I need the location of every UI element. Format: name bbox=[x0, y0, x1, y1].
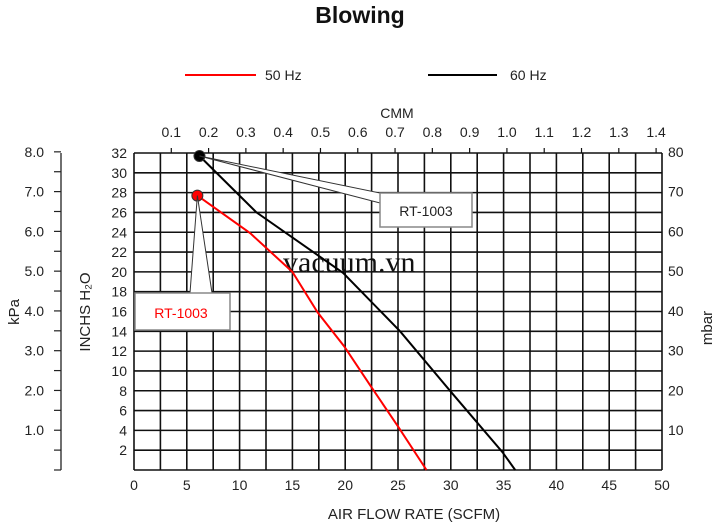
y-tick-label: 14 bbox=[111, 323, 127, 339]
legend-label-50hz: 50 Hz bbox=[265, 67, 302, 83]
y-tick-label: 10 bbox=[111, 363, 127, 379]
axes: 0 5 10 15 20 25 30 35 40 45 50 0.1 0.2 0.3 0.4 0.5 0.6 0.… bbox=[25, 124, 684, 493]
y-tick-label: 6 bbox=[119, 403, 127, 419]
kpa-tick-label: 4.0 bbox=[25, 303, 45, 319]
mbar-tick-label: 40 bbox=[668, 303, 684, 319]
y-tick-label: 4 bbox=[119, 422, 127, 438]
x2-tick-label: 0.5 bbox=[311, 124, 331, 140]
x2-tick-label: 0.3 bbox=[236, 124, 256, 140]
mbar-tick-label: 20 bbox=[668, 382, 684, 398]
callouts: RT-1003 RT-1003 bbox=[134, 155, 473, 331]
callout-pointer-50hz bbox=[189, 195, 213, 294]
mbar-tick-label: 70 bbox=[668, 184, 684, 200]
x-tick-label: 45 bbox=[601, 477, 617, 493]
y-tick-label: 18 bbox=[111, 284, 127, 300]
callout-box-50hz bbox=[134, 292, 231, 331]
y-tick-label: 30 bbox=[111, 165, 127, 181]
kpa-tick-label: 2.0 bbox=[25, 382, 45, 398]
x-tick-label: 0 bbox=[130, 477, 138, 493]
kpa-axis-label: kPa bbox=[6, 298, 23, 325]
legend-label-60hz: 60 Hz bbox=[510, 67, 547, 83]
callout-label-50hz: RT-1003 bbox=[154, 305, 208, 321]
x2-tick-label: 1.3 bbox=[609, 124, 629, 140]
y-tick-label: 2 bbox=[119, 442, 127, 458]
y-tick-label: 20 bbox=[111, 264, 127, 280]
callout-label-60hz: RT-1003 bbox=[399, 203, 453, 219]
x-tick-label: 15 bbox=[285, 477, 301, 493]
y-tick-label: 26 bbox=[111, 204, 127, 220]
x2-tick-label: 1.2 bbox=[572, 124, 592, 140]
legend: 50 Hz 60 Hz bbox=[185, 67, 547, 83]
callout-box-60hz bbox=[379, 192, 473, 228]
x2-tick-label: 0.2 bbox=[199, 124, 219, 140]
series-line-50hz bbox=[196, 194, 428, 471]
y-tick-label: 22 bbox=[111, 244, 127, 260]
x2-tick-label: 0.1 bbox=[162, 124, 182, 140]
mbar-tick-label: 80 bbox=[668, 144, 684, 160]
x2-tick-label: 1.4 bbox=[646, 124, 666, 140]
x-tick-label: 30 bbox=[443, 477, 459, 493]
x-tick-label: 10 bbox=[232, 477, 248, 493]
watermark: vacuum.vn bbox=[283, 246, 415, 279]
mbar-tick-label: 30 bbox=[668, 343, 684, 359]
x2-tick-label: 0.7 bbox=[385, 124, 405, 140]
x-tick-label: 40 bbox=[549, 477, 565, 493]
callout-pointer-60hz bbox=[199, 155, 381, 204]
x2-tick-label: 0.6 bbox=[348, 124, 368, 140]
x-axis-label: AIR FLOW RATE (SCFM) bbox=[328, 506, 500, 523]
mbar-tick-label: 10 bbox=[668, 422, 684, 438]
y-axis-label: INCHS H₂O bbox=[77, 272, 94, 351]
kpa-tick-label: 6.0 bbox=[25, 223, 45, 239]
y-tick-label: 12 bbox=[111, 343, 127, 359]
x2-axis-label: CMM bbox=[380, 105, 413, 121]
x-tick-label: 5 bbox=[183, 477, 191, 493]
y-tick-label: 24 bbox=[111, 224, 127, 240]
y-tick-label: 8 bbox=[119, 383, 127, 399]
x-tick-label: 35 bbox=[496, 477, 512, 493]
x-tick-label: 20 bbox=[337, 477, 353, 493]
kpa-tick-label: 3.0 bbox=[25, 343, 45, 359]
kpa-tick-label: 8.0 bbox=[25, 144, 45, 160]
kpa-tick-label: 1.0 bbox=[25, 422, 45, 438]
x2-tick-label: 1.1 bbox=[534, 124, 554, 140]
mbar-axis-label: mbar bbox=[699, 311, 716, 345]
x-tick-label: 50 bbox=[654, 477, 670, 493]
kpa-tick-label: 7.0 bbox=[25, 184, 45, 200]
series-layer bbox=[191, 149, 517, 471]
x2-tick-label: 1.0 bbox=[497, 124, 517, 140]
kpa-tick-label: 5.0 bbox=[25, 263, 45, 279]
y-tick-label: 32 bbox=[111, 145, 127, 161]
x2-tick-label: 0.9 bbox=[460, 124, 480, 140]
y-tick-label: 16 bbox=[111, 304, 127, 320]
x2-tick-label: 0.8 bbox=[423, 124, 443, 140]
x2-tick-label: 0.4 bbox=[273, 124, 293, 140]
x-tick-label: 25 bbox=[390, 477, 406, 493]
mbar-tick-label: 50 bbox=[668, 263, 684, 279]
mbar-tick-label: 60 bbox=[668, 223, 684, 239]
chart-title: Blowing bbox=[315, 2, 404, 28]
y-tick-label: 28 bbox=[111, 185, 127, 201]
